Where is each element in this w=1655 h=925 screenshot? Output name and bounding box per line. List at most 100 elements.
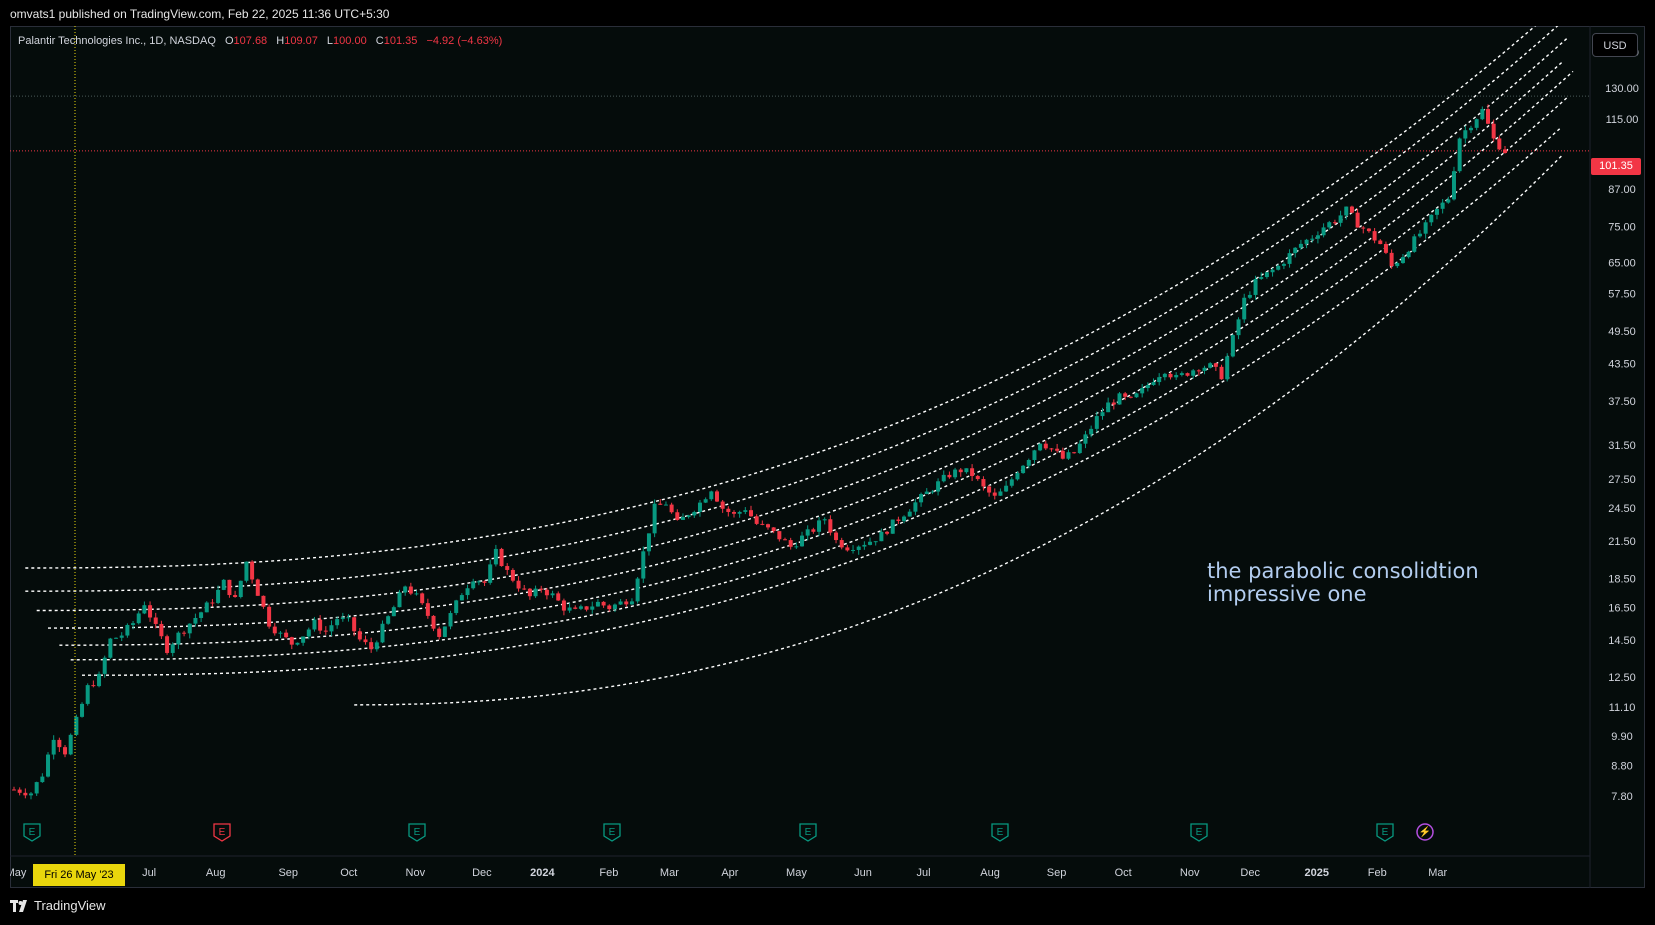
price-tick-label: 43.50 [1608, 359, 1636, 371]
candle-up [448, 610, 453, 630]
candle-up [709, 490, 714, 501]
candle-up [193, 613, 198, 627]
candle-up [380, 620, 385, 644]
earnings-marker-icon: E [799, 823, 817, 842]
candle-down [63, 745, 68, 758]
candle-down [834, 530, 839, 544]
candle-up [1293, 247, 1298, 258]
tradingview-logo[interactable]: TradingView [10, 898, 106, 913]
candle-up [822, 517, 827, 525]
candle-down [981, 476, 986, 491]
candle-up [680, 513, 685, 521]
candle-down [1349, 205, 1354, 214]
low-label: L [326, 35, 334, 47]
svg-text:⚡: ⚡ [1419, 825, 1431, 838]
time-tick-label: Nov [1180, 867, 1200, 879]
time-tick-label: Jun [854, 867, 872, 879]
candle-down [885, 530, 890, 536]
time-tick-label: May [10, 867, 27, 879]
candle-down [811, 527, 816, 534]
candle-up [1434, 208, 1439, 220]
candle-up [1225, 353, 1230, 382]
chart-annotation[interactable]: the parabolic consolidtion impressive on… [1207, 560, 1479, 606]
candle-down [272, 622, 277, 636]
candle-up [459, 593, 464, 601]
candle-down [987, 484, 992, 497]
candle-up [612, 603, 617, 613]
candle-up [1400, 254, 1405, 264]
candle-up [907, 509, 912, 517]
candle-down [289, 636, 294, 650]
price-tick-label: 115.00 [1606, 114, 1639, 126]
candle-up [1174, 372, 1179, 380]
channel-line [36, 37, 1568, 612]
candle-up [1247, 291, 1252, 300]
candle-up [295, 642, 300, 646]
candle-down [669, 502, 674, 514]
candle-up [1281, 262, 1286, 270]
channel-line [59, 70, 1574, 646]
price-tick-label: 31.50 [1608, 440, 1636, 452]
candle-down [233, 590, 238, 598]
candle-down [771, 527, 776, 534]
channel-line [25, 26, 1537, 569]
candle-up [1310, 235, 1315, 243]
candle-up [1287, 249, 1292, 268]
candle-down [420, 592, 425, 605]
candle-up [119, 632, 124, 642]
candle-up [244, 561, 249, 583]
time-tick-label: Oct [340, 867, 357, 879]
open-value: 107.68 [233, 35, 268, 47]
candle-down [760, 520, 765, 526]
candle-up [578, 604, 583, 611]
candle-up [913, 498, 918, 516]
price-tick-label: 21.50 [1608, 536, 1636, 548]
time-tick-label: Mar [1428, 867, 1447, 879]
currency-button[interactable]: USD [1592, 33, 1638, 57]
channel-line [70, 96, 1568, 661]
candle-down [363, 635, 368, 645]
candle-up [125, 623, 130, 638]
last-price-label: 101.35 [1591, 158, 1641, 175]
candle-up [108, 637, 113, 659]
candle-down [369, 637, 374, 653]
candle-up [567, 602, 572, 613]
candle-up [1298, 239, 1303, 250]
candle-up [85, 683, 90, 706]
candle-down [182, 630, 187, 637]
candle-up [1066, 449, 1071, 460]
candle-up [856, 545, 861, 555]
candle-down [584, 606, 589, 612]
time-tick-label: Jul [916, 867, 930, 879]
candle-down [210, 598, 215, 607]
price-tick-label: 130.00 [1605, 83, 1639, 95]
candle-down [1378, 239, 1383, 245]
price-chart[interactable]: 150.00130.00115.0087.0075.0065.0057.5049… [10, 26, 1645, 888]
time-tick-label: Aug [206, 867, 226, 879]
candle-down [23, 788, 28, 799]
candle-up [743, 507, 748, 515]
candle-up [131, 620, 136, 630]
candle-down [431, 615, 436, 632]
chart-pane[interactable] [10, 26, 1645, 888]
candle-up [80, 702, 85, 718]
candle-up [1009, 477, 1014, 488]
candle-up [1321, 223, 1326, 238]
channel-line [82, 126, 1563, 676]
candle-down [12, 786, 16, 791]
candle-up [34, 781, 39, 796]
candle-up [953, 467, 958, 480]
candle-down [255, 578, 260, 596]
candle-up [1089, 425, 1094, 438]
price-tick-label: 8.80 [1611, 761, 1632, 773]
candle-down [250, 560, 255, 584]
open-label: O [224, 35, 234, 47]
time-tick-label: Nov [406, 867, 426, 879]
candle-down [783, 537, 788, 541]
candle-up [374, 640, 379, 652]
candle-up [1094, 411, 1099, 433]
candle-up [1151, 378, 1156, 386]
candle-up [1004, 480, 1009, 493]
time-axis[interactable]: May Jul Aug Sep Oct Nov Dec 2024 Feb Mar Apr May Jun… [10, 867, 1448, 879]
candle-down [777, 531, 782, 542]
